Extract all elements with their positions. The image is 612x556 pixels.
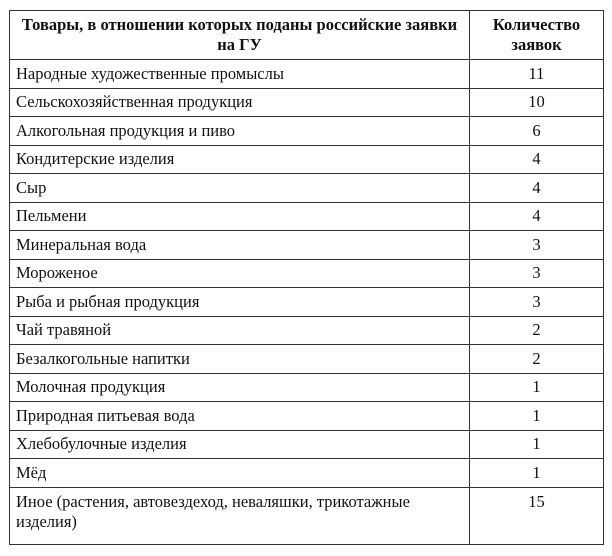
count-cell: 3 — [469, 230, 604, 260]
goods-cell: Рыба и рыбная продукция — [9, 287, 470, 317]
table-row: Молочная продукция 1 — [9, 372, 604, 402]
header-count: Количество заявок — [469, 10, 604, 60]
goods-cell: Иное (растения, автовездеход, неваляшки,… — [9, 486, 470, 545]
count-cell: 2 — [469, 315, 604, 345]
header-row: Товары, в отношении которых поданы росси… — [9, 10, 604, 60]
table-row: Безалкогольные напитки 2 — [9, 344, 604, 374]
count-cell: 15 — [469, 486, 604, 545]
table-row: Хлебобулочные изделия 1 — [9, 429, 604, 459]
goods-cell: Кондитерские изделия — [9, 144, 470, 174]
goods-cell: Природная питьевая вода — [9, 401, 470, 431]
count-cell: 3 — [469, 287, 604, 317]
count-cell: 1 — [469, 401, 604, 431]
goods-cell: Безалкогольные напитки — [9, 344, 470, 374]
table-row: Сельскохозяйственная продукция 10 — [9, 87, 604, 117]
goods-cell: Сельскохозяйственная продукция — [9, 87, 470, 117]
table-row: Чай травяной 2 — [9, 315, 604, 345]
goods-cell: Пельмени — [9, 201, 470, 231]
table-row: Сыр 4 — [9, 173, 604, 203]
goods-cell: Молочная продукция — [9, 372, 470, 402]
goods-cell: Народные художественные промыслы — [9, 59, 470, 89]
goods-cell: Мороженое — [9, 258, 470, 288]
table-row: Мороженое 3 — [9, 258, 604, 288]
goods-cell: Минеральная вода — [9, 230, 470, 260]
count-cell: 1 — [469, 458, 604, 488]
applications-table: Товары, в отношении которых поданы росси… — [9, 10, 604, 545]
count-cell: 3 — [469, 258, 604, 288]
table-row: Народные художественные промыслы 11 — [9, 59, 604, 89]
count-cell: 4 — [469, 201, 604, 231]
table-row: Минеральная вода 3 — [9, 230, 604, 260]
header-goods: Товары, в отношении которых поданы росси… — [9, 10, 470, 60]
goods-cell: Алкогольная продукция и пиво — [9, 116, 470, 146]
table-row: Пельмени 4 — [9, 201, 604, 231]
table-row: Рыба и рыбная продукция 3 — [9, 287, 604, 317]
count-cell: 1 — [469, 372, 604, 402]
count-cell: 1 — [469, 429, 604, 459]
count-cell: 4 — [469, 173, 604, 203]
table-row: Природная питьевая вода 1 — [9, 401, 604, 431]
goods-cell: Мёд — [9, 458, 470, 488]
count-cell: 11 — [469, 59, 604, 89]
goods-cell: Хлебобулочные изделия — [9, 429, 470, 459]
goods-cell: Чай травяной — [9, 315, 470, 345]
count-cell: 6 — [469, 116, 604, 146]
goods-cell: Сыр — [9, 173, 470, 203]
table-row: Кондитерские изделия 4 — [9, 144, 604, 174]
table-row: Иное (растения, автовездеход, неваляшки,… — [9, 486, 604, 545]
count-cell: 4 — [469, 144, 604, 174]
table-row: Мёд 1 — [9, 458, 604, 488]
count-cell: 2 — [469, 344, 604, 374]
count-cell: 10 — [469, 87, 604, 117]
table-row: Алкогольная продукция и пиво 6 — [9, 116, 604, 146]
